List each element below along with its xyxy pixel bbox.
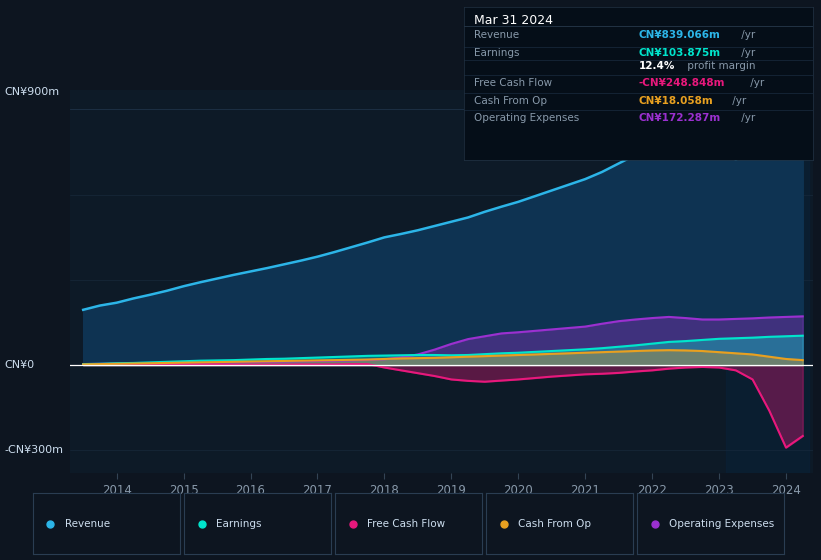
Text: Earnings: Earnings: [216, 519, 262, 529]
Text: CN¥839.066m: CN¥839.066m: [639, 30, 720, 40]
Text: Earnings: Earnings: [475, 48, 520, 58]
Text: Revenue: Revenue: [65, 519, 110, 529]
Text: CN¥103.875m: CN¥103.875m: [639, 48, 721, 58]
Text: Operating Expenses: Operating Expenses: [475, 114, 580, 123]
Text: Revenue: Revenue: [475, 30, 520, 40]
Text: CN¥900m: CN¥900m: [4, 87, 59, 97]
Text: 12.4%: 12.4%: [639, 61, 675, 71]
Text: -CN¥300m: -CN¥300m: [4, 445, 63, 455]
Text: /yr: /yr: [738, 114, 755, 123]
Text: /yr: /yr: [747, 78, 764, 88]
Text: Cash From Op: Cash From Op: [518, 519, 591, 529]
Text: /yr: /yr: [738, 30, 755, 40]
Text: -CN¥248.848m: -CN¥248.848m: [639, 78, 725, 88]
Text: profit margin: profit margin: [684, 61, 755, 71]
Text: Cash From Op: Cash From Op: [475, 96, 548, 106]
Bar: [726, 90, 810, 473]
Text: /yr: /yr: [738, 48, 755, 58]
Text: Free Cash Flow: Free Cash Flow: [475, 78, 553, 88]
Text: CN¥172.287m: CN¥172.287m: [639, 114, 721, 123]
Text: Free Cash Flow: Free Cash Flow: [367, 519, 446, 529]
Text: /yr: /yr: [729, 96, 746, 106]
Text: CN¥0: CN¥0: [4, 360, 34, 370]
Text: Operating Expenses: Operating Expenses: [669, 519, 775, 529]
Text: CN¥18.058m: CN¥18.058m: [639, 96, 713, 106]
Text: Mar 31 2024: Mar 31 2024: [475, 14, 553, 27]
